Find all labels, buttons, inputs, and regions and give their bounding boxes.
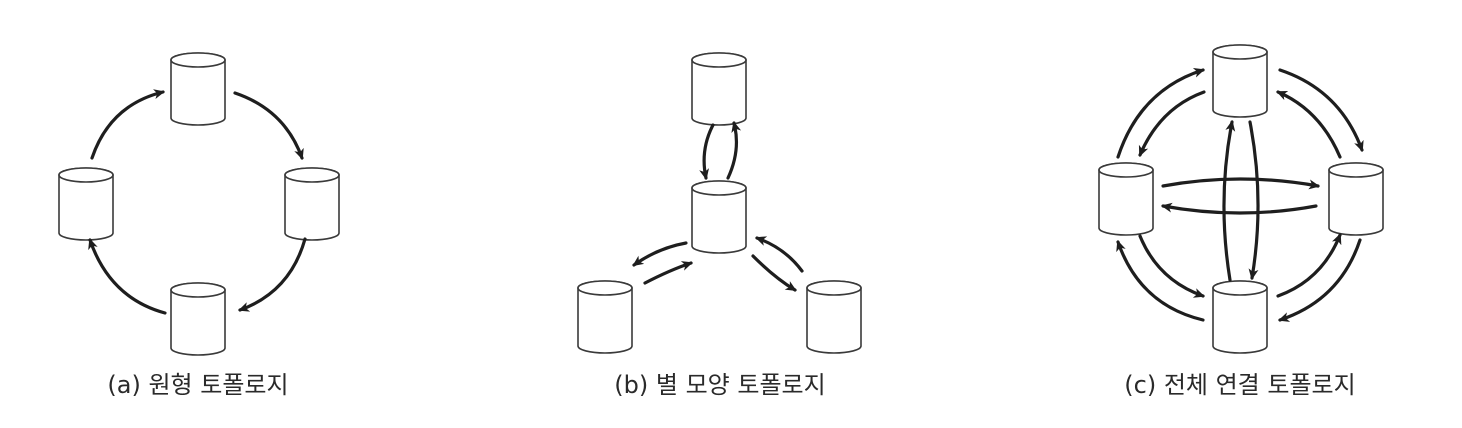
star-arrow-left-in: [643, 261, 693, 285]
ring-arrow-bottom-right: [238, 237, 307, 312]
caption-mesh: (c) 전체 연결 토폴로지: [1124, 371, 1355, 399]
mesh-arrow-br-outer: [1278, 238, 1362, 322]
mesh-topology: (c) 전체 연결 토폴로지: [1098, 44, 1384, 399]
mesh-node-top-database-cylinder-icon: [1212, 44, 1268, 118]
caption-ring: (a) 원형 토폴로지: [107, 371, 288, 399]
mesh-arrow-bl-outer: [1116, 240, 1205, 322]
mesh-arrow-tr-inner: [1276, 90, 1342, 159]
mesh-node-bottom-database-cylinder-icon: [1212, 280, 1268, 354]
mesh-arrow-vertical-down: [1248, 120, 1260, 280]
mesh-node-left-database-cylinder-icon: [1098, 162, 1154, 236]
mesh-arrow-vertical-up: [1222, 120, 1236, 282]
ring-topology: (a) 원형 토폴로지: [58, 52, 340, 399]
ring-node-top-database-cylinder-icon: [170, 52, 226, 126]
star-arrow-top-down: [699, 123, 715, 180]
star-topology: (b) 별 모양 토폴로지: [577, 52, 862, 399]
mesh-arrow-tr-outer: [1278, 68, 1364, 152]
ring-node-bottom-database-cylinder-icon: [170, 282, 226, 356]
star-arrow-top-up: [726, 121, 742, 180]
star-arrow-left-out: [632, 241, 688, 267]
ring-arrow-top-right: [233, 91, 304, 160]
ring-node-right-database-cylinder-icon: [284, 167, 340, 241]
mesh-arrow-bl-inner: [1138, 234, 1205, 298]
star-arrow-right-in: [755, 236, 804, 273]
ring-arrow-bottom-left: [88, 238, 167, 315]
caption-star: (b) 별 모양 토폴로지: [614, 371, 825, 399]
mesh-arrow-horizontal-left: [1161, 202, 1318, 215]
star-node-top-database-cylinder-icon: [691, 52, 747, 126]
star-arrow-right-out: [751, 254, 797, 292]
mesh-arrow-br-inner: [1276, 233, 1342, 298]
mesh-arrow-horizontal-right: [1161, 177, 1320, 190]
star-node-center-database-cylinder-icon: [691, 180, 747, 254]
mesh-arrow-tl-outer: [1116, 67, 1205, 159]
star-node-left-database-cylinder-icon: [577, 280, 633, 354]
ring-arrow-top-left: [90, 89, 165, 160]
mesh-arrow-tl-inner: [1138, 90, 1206, 157]
mesh-node-right-database-cylinder-icon: [1328, 162, 1384, 236]
ring-node-left-database-cylinder-icon: [58, 167, 114, 241]
star-node-right-database-cylinder-icon: [806, 280, 862, 354]
